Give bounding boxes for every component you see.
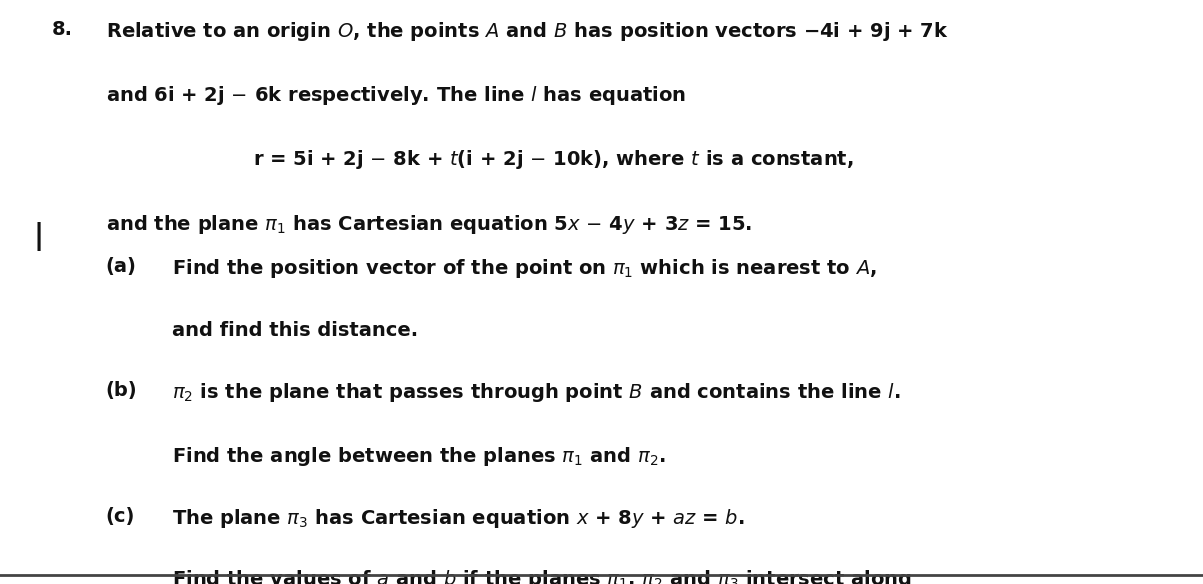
Text: $\mathbf{r}$ = 5$\mathbf{i}$ + 2$\mathbf{j}$ $-$ 8$\mathbf{k}$ + $t$($\mathbf{i}: $\mathbf{r}$ = 5$\mathbf{i}$ + 2$\mathbf… [253, 148, 853, 171]
Text: and find this distance.: and find this distance. [172, 321, 419, 340]
Text: and the plane $\pi_1$ has Cartesian equation 5$x$ $-$ 4$y$ + 3$z$ = 15.: and the plane $\pi_1$ has Cartesian equa… [106, 213, 752, 235]
Text: (a): (a) [106, 257, 137, 276]
Text: (b): (b) [106, 381, 137, 400]
Text: (c): (c) [106, 507, 135, 526]
Text: Relative to an origin $O$, the points $A$ and $B$ has position vectors $\mathbf{: Relative to an origin $O$, the points $A… [106, 20, 948, 43]
Text: Find the angle between the planes $\pi_1$ and $\pi_2$.: Find the angle between the planes $\pi_1… [172, 445, 665, 468]
Text: and 6$\mathbf{i}$ + 2$\mathbf{j}$ $-$ 6$\mathbf{k}$ respectively. The line $l$ h: and 6$\mathbf{i}$ + 2$\mathbf{j}$ $-$ 6$… [106, 84, 686, 107]
Text: The plane $\pi_3$ has Cartesian equation $x$ + 8$y$ + $az$ = $b$.: The plane $\pi_3$ has Cartesian equation… [172, 507, 745, 530]
Text: Find the position vector of the point on $\pi_1$ which is nearest to $A$,: Find the position vector of the point on… [172, 257, 877, 280]
Text: Find the values of $a$ and $b$ if the planes $\pi_1$, $\pi_2$ and $\pi_3$ inters: Find the values of $a$ and $b$ if the pl… [172, 568, 912, 584]
Text: |: | [34, 222, 43, 251]
Text: 8.: 8. [52, 20, 72, 39]
Text: $\pi_2$ is the plane that passes through point $B$ and contains the line $l$.: $\pi_2$ is the plane that passes through… [172, 381, 901, 404]
